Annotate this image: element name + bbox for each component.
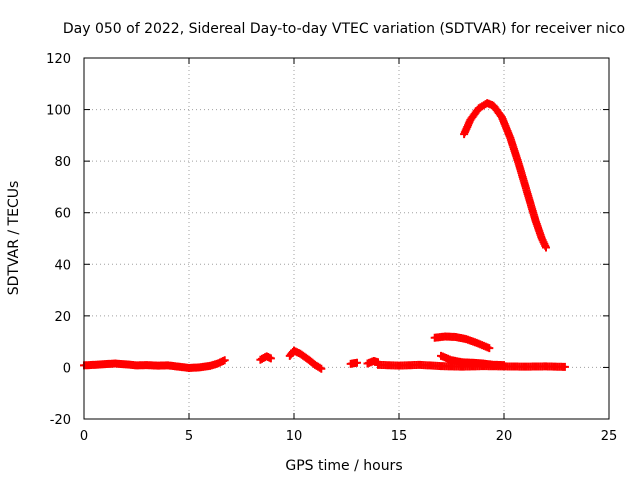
- y-axis-label: SDTVAR / TECUs: [6, 181, 22, 296]
- y-tick-label: -20: [50, 413, 71, 428]
- x-tick-label: 15: [391, 429, 408, 444]
- y-tick-label: 40: [54, 258, 71, 273]
- x-tick-label: 25: [601, 429, 618, 444]
- y-tick-label: 100: [46, 104, 71, 119]
- data-point: [266, 354, 275, 363]
- tick-labels: 0 5 10 15 20 25 -20 0 20 40 60 80 100 120: [46, 52, 617, 444]
- data-points: [80, 99, 569, 373]
- chart-title: Day 050 of 2022, Sidereal Day-to-day VTE…: [63, 21, 625, 37]
- data-point: [220, 356, 229, 365]
- data-point: [542, 243, 550, 252]
- plot-frame: [83, 57, 610, 420]
- x-tick-label: 0: [80, 429, 88, 444]
- y-tick-label: 120: [46, 52, 71, 67]
- x-tick-label: 10: [286, 429, 303, 444]
- data-point: [485, 344, 494, 353]
- y-tick-label: 80: [54, 155, 71, 170]
- data-point: [560, 362, 569, 371]
- data-point: [353, 358, 361, 367]
- x-tick-label: 20: [496, 429, 513, 444]
- x-tick-label: 5: [185, 429, 193, 444]
- y-tick-label: 20: [54, 310, 71, 325]
- data-point: [317, 364, 326, 373]
- data-point: [500, 361, 508, 370]
- x-axis-label: GPS time / hours: [285, 458, 402, 474]
- y-tick-label: 60: [54, 207, 71, 222]
- y-tick-label: 0: [63, 361, 71, 376]
